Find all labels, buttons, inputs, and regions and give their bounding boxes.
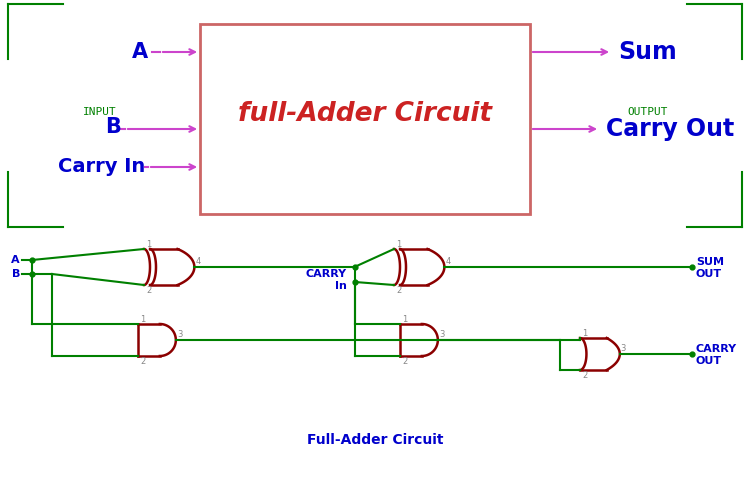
Text: Full-Adder Circuit: Full-Adder Circuit [307, 433, 443, 447]
Text: INPUT: INPUT [83, 107, 117, 117]
Text: A: A [132, 42, 148, 62]
Text: B: B [105, 117, 121, 137]
Text: A: A [11, 255, 20, 265]
Text: In: In [335, 281, 347, 291]
Text: 3: 3 [621, 344, 626, 353]
Text: 4: 4 [446, 257, 451, 266]
Text: 1: 1 [140, 315, 146, 324]
Text: Carry In: Carry In [58, 158, 146, 176]
Text: 2: 2 [146, 286, 152, 295]
Bar [200, 24, 530, 214]
Text: 2: 2 [402, 357, 407, 366]
Text: full-Adder Circuit: full-Adder Circuit [238, 101, 492, 127]
Text: Sum: Sum [618, 40, 676, 64]
Text: SUM: SUM [696, 257, 724, 267]
Text: B: B [12, 269, 20, 279]
Text: 1: 1 [582, 329, 587, 338]
Text: 2: 2 [582, 371, 587, 380]
Text: 4: 4 [195, 257, 200, 266]
Text: 2: 2 [140, 357, 146, 366]
Text: CARRY: CARRY [696, 344, 737, 354]
Text: CARRY: CARRY [306, 269, 347, 279]
Text: 1: 1 [402, 315, 407, 324]
Text: 3: 3 [439, 330, 444, 339]
Text: 1: 1 [146, 240, 152, 249]
Text: OUTPUT: OUTPUT [628, 107, 668, 117]
Text: 3: 3 [177, 330, 182, 339]
Text: OUT: OUT [696, 269, 722, 279]
Text: Carry Out: Carry Out [606, 117, 734, 141]
Text: 1: 1 [396, 240, 401, 249]
Text: 2: 2 [396, 286, 401, 295]
Text: OUT: OUT [696, 356, 722, 366]
